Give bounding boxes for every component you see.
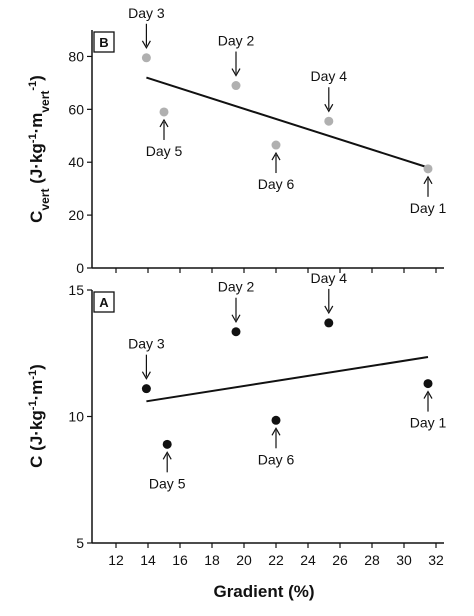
panel-a-y-axis-label: C (J·kg-1·m-1) <box>27 364 46 468</box>
panel-a-point-5 <box>324 318 334 328</box>
panel-b-y-tick-label: 40 <box>68 154 84 170</box>
panel-b-annotation: Day 1 <box>410 200 447 216</box>
panel-b-point-2 <box>159 107 169 117</box>
panel-b-annotation: Day 4 <box>311 68 348 84</box>
panel-b-point-6 <box>423 164 433 174</box>
panel-a-x-tick-label: 32 <box>428 552 444 568</box>
panel-a-x-tick-label: 30 <box>396 552 412 568</box>
panel-a-point-2 <box>162 439 172 449</box>
panel-a-x-tick-label: 14 <box>140 552 156 568</box>
panel-a-letter-box <box>93 291 115 313</box>
panel-b-arrowhead <box>324 103 334 113</box>
panel-a-annotation: Day 3 <box>128 336 165 352</box>
panel-b-y-tick-label: 20 <box>68 207 84 223</box>
panel-b-point-1 <box>141 53 151 63</box>
panel-a-y-tick-label: 10 <box>68 409 84 425</box>
panel-a-x-tick-label: 16 <box>172 552 188 568</box>
panel-a-annotation: Day 2 <box>218 279 255 295</box>
panel-b-arrowhead <box>231 68 241 77</box>
panel-a-y-tick-label: 5 <box>76 535 84 551</box>
panel-b-letter: B <box>99 35 108 50</box>
panel-b-y-tick-label: 60 <box>68 101 84 117</box>
panel-b-point-3 <box>231 81 241 91</box>
panel-a-x-tick-label: 18 <box>204 552 220 568</box>
panel-b-annotation: Day 6 <box>258 176 295 192</box>
panel-b-annotation: Day 2 <box>218 33 255 49</box>
panel-a-point-1 <box>141 384 151 394</box>
panel-b-annotation: Day 5 <box>146 143 183 159</box>
panel-a-point-4 <box>271 415 281 425</box>
panel-b-arrowhead <box>271 151 281 161</box>
panel-a-arrowhead <box>231 314 241 323</box>
panel-b-point-5 <box>324 116 334 126</box>
panel-a-x-axis-label: Gradient (%) <box>213 582 314 601</box>
panel-b-letter-box <box>93 31 115 53</box>
panel-a-arrowhead <box>324 305 334 315</box>
panel-a-x-tick-label: 28 <box>364 552 380 568</box>
panel-a-annotation: Day 5 <box>149 475 186 491</box>
panel-b-point-4 <box>271 140 281 150</box>
panel-a-point-3 <box>231 327 241 337</box>
panel-b-y-tick-label: 80 <box>68 48 84 64</box>
panel-a-letter: A <box>99 295 109 310</box>
panel-a-y-tick-label: 15 <box>68 282 84 298</box>
panel-a-x-tick-label: 24 <box>300 552 316 568</box>
panel-a-x-tick-label: 26 <box>332 552 348 568</box>
panel-b-trendline <box>146 76 429 169</box>
panel-a-arrowhead <box>162 451 172 460</box>
panel-b-annotation: Day 3 <box>128 5 165 21</box>
panel-b-arrowhead <box>159 118 169 128</box>
panel-a-point-6 <box>423 379 433 389</box>
panel-a-annotation: Day 6 <box>258 451 295 467</box>
panel-b-y-tick-label: 0 <box>76 260 84 276</box>
panel-a-trendline <box>146 356 429 403</box>
panel-a-annotation: Day 1 <box>410 415 447 431</box>
panel-a-arrowhead <box>271 427 281 436</box>
panel-b-y-axis-label: Cvert (J·kg-1·mvert-1) <box>27 75 52 223</box>
panel-a-annotation: Day 4 <box>311 270 348 286</box>
panel-b-arrowhead <box>423 175 433 185</box>
panel-a-arrowhead <box>141 371 151 380</box>
panel-a-x-tick-label: 20 <box>236 552 252 568</box>
panel-a-x-tick-label: 12 <box>108 552 124 568</box>
panel-b-arrowhead <box>141 40 151 49</box>
panel-a-arrowhead <box>423 390 433 399</box>
panel-a-x-tick-label: 22 <box>268 552 284 568</box>
